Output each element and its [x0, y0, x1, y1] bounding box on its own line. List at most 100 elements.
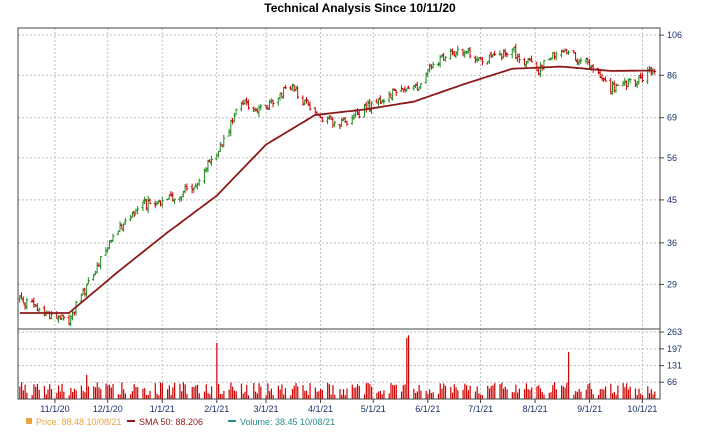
date-axis: 11/1/20 12/1/20 1/1/21 2/1/21 3/1/21 4/1/21 5/…	[40, 399, 657, 414]
volume-bar	[499, 384, 501, 399]
volume-bar	[652, 394, 654, 399]
volume-bar	[61, 383, 63, 399]
volume-tick-label: 66	[667, 377, 677, 387]
volume-bar	[617, 385, 619, 399]
volume-bar	[161, 383, 163, 399]
volume-bar	[478, 393, 480, 399]
volume-bar	[504, 386, 506, 399]
volume-bar	[82, 390, 84, 399]
volume-bar	[407, 335, 410, 399]
date-tick-label: 6/1/21	[415, 404, 440, 414]
volume-bar	[529, 390, 531, 399]
volume-bar	[597, 394, 600, 399]
volume-bar	[21, 382, 23, 399]
volume-bar	[453, 384, 455, 399]
volume-bar	[627, 389, 630, 399]
volume-bar	[561, 385, 563, 399]
volume-bar	[654, 391, 656, 399]
volume-bar	[244, 391, 246, 399]
volume-bar	[63, 391, 65, 399]
volume-bar	[258, 383, 260, 399]
volume-bar	[553, 382, 556, 399]
volume-bar	[191, 386, 193, 399]
legend-price-swatch	[26, 418, 32, 424]
volume-bar	[393, 385, 396, 399]
volume-bar	[413, 388, 415, 399]
volume-bar	[578, 388, 580, 399]
volume-bar	[580, 391, 582, 399]
volume-bar	[73, 388, 75, 399]
date-tick-label: 4/1/21	[308, 404, 333, 414]
volume-bar	[307, 394, 309, 399]
volume-bar	[464, 383, 466, 399]
volume-bar	[235, 391, 237, 399]
volume-bar	[641, 395, 644, 399]
date-tick-label: 8/1/21	[523, 404, 548, 414]
volume-bar	[210, 386, 213, 399]
volume-bar	[390, 383, 392, 399]
volume-bar	[117, 394, 119, 399]
date-tick-label: 1/1/21	[150, 404, 175, 414]
volume-bar	[418, 385, 420, 399]
volume-bar	[334, 394, 336, 399]
volume-bar	[425, 390, 427, 399]
volume-bar	[371, 386, 373, 399]
volume-bar	[147, 394, 149, 399]
volume-bar	[531, 387, 533, 399]
volume-bar	[168, 385, 170, 399]
volume-bar	[228, 389, 230, 399]
volume-bar	[552, 385, 554, 399]
volume-bar	[272, 394, 274, 399]
volume-bar	[265, 395, 267, 399]
price-tick-label: 69	[667, 113, 677, 123]
volume-bar	[98, 387, 100, 399]
volume-bar	[566, 382, 568, 399]
volume-bar	[240, 383, 243, 399]
volume-bar	[291, 388, 294, 399]
volume-bar	[327, 382, 329, 399]
volume-bar	[351, 384, 353, 399]
volume-bar	[297, 386, 299, 399]
volume-bar	[615, 394, 617, 399]
volume-bar	[450, 386, 452, 399]
sma-50-line	[19, 65, 653, 314]
volume-bar	[283, 394, 285, 399]
volume-bar	[205, 384, 207, 399]
volume-bar	[432, 392, 434, 399]
volume-bar	[256, 393, 258, 399]
volume-bar	[589, 382, 591, 399]
volume-bar	[364, 394, 366, 399]
volume-bar	[56, 392, 58, 399]
volume-bar	[179, 383, 181, 399]
volume-bar	[135, 386, 137, 399]
volume-bar	[400, 391, 403, 399]
volume-bar	[26, 392, 28, 399]
volume-bar	[332, 385, 334, 399]
volume-bar	[590, 389, 593, 399]
volume-bar	[539, 388, 542, 399]
volume-bar	[295, 383, 297, 399]
volume-bar	[87, 386, 90, 399]
volume-bar	[293, 385, 295, 399]
volume-bar	[492, 385, 494, 399]
volume-bar	[247, 395, 250, 399]
volume-bar	[119, 394, 121, 399]
volume-bar	[186, 394, 188, 399]
volume-bar	[75, 390, 77, 399]
legend-sma-label: SMA 50: 88.206	[139, 417, 203, 427]
volume-bar	[108, 384, 111, 399]
volume-bar	[604, 386, 607, 399]
volume-bar	[524, 389, 526, 399]
volume-bar	[441, 388, 443, 399]
volume-bar	[636, 395, 638, 399]
volume-bar	[130, 394, 132, 399]
volume-bar	[474, 391, 477, 399]
volume-bar	[395, 384, 397, 399]
volume-bar	[281, 384, 283, 399]
volume-bar	[469, 385, 471, 399]
volume-bar	[592, 394, 594, 399]
volume-bar	[587, 384, 589, 399]
volume-bar	[330, 394, 332, 399]
volume-bar	[123, 389, 125, 399]
